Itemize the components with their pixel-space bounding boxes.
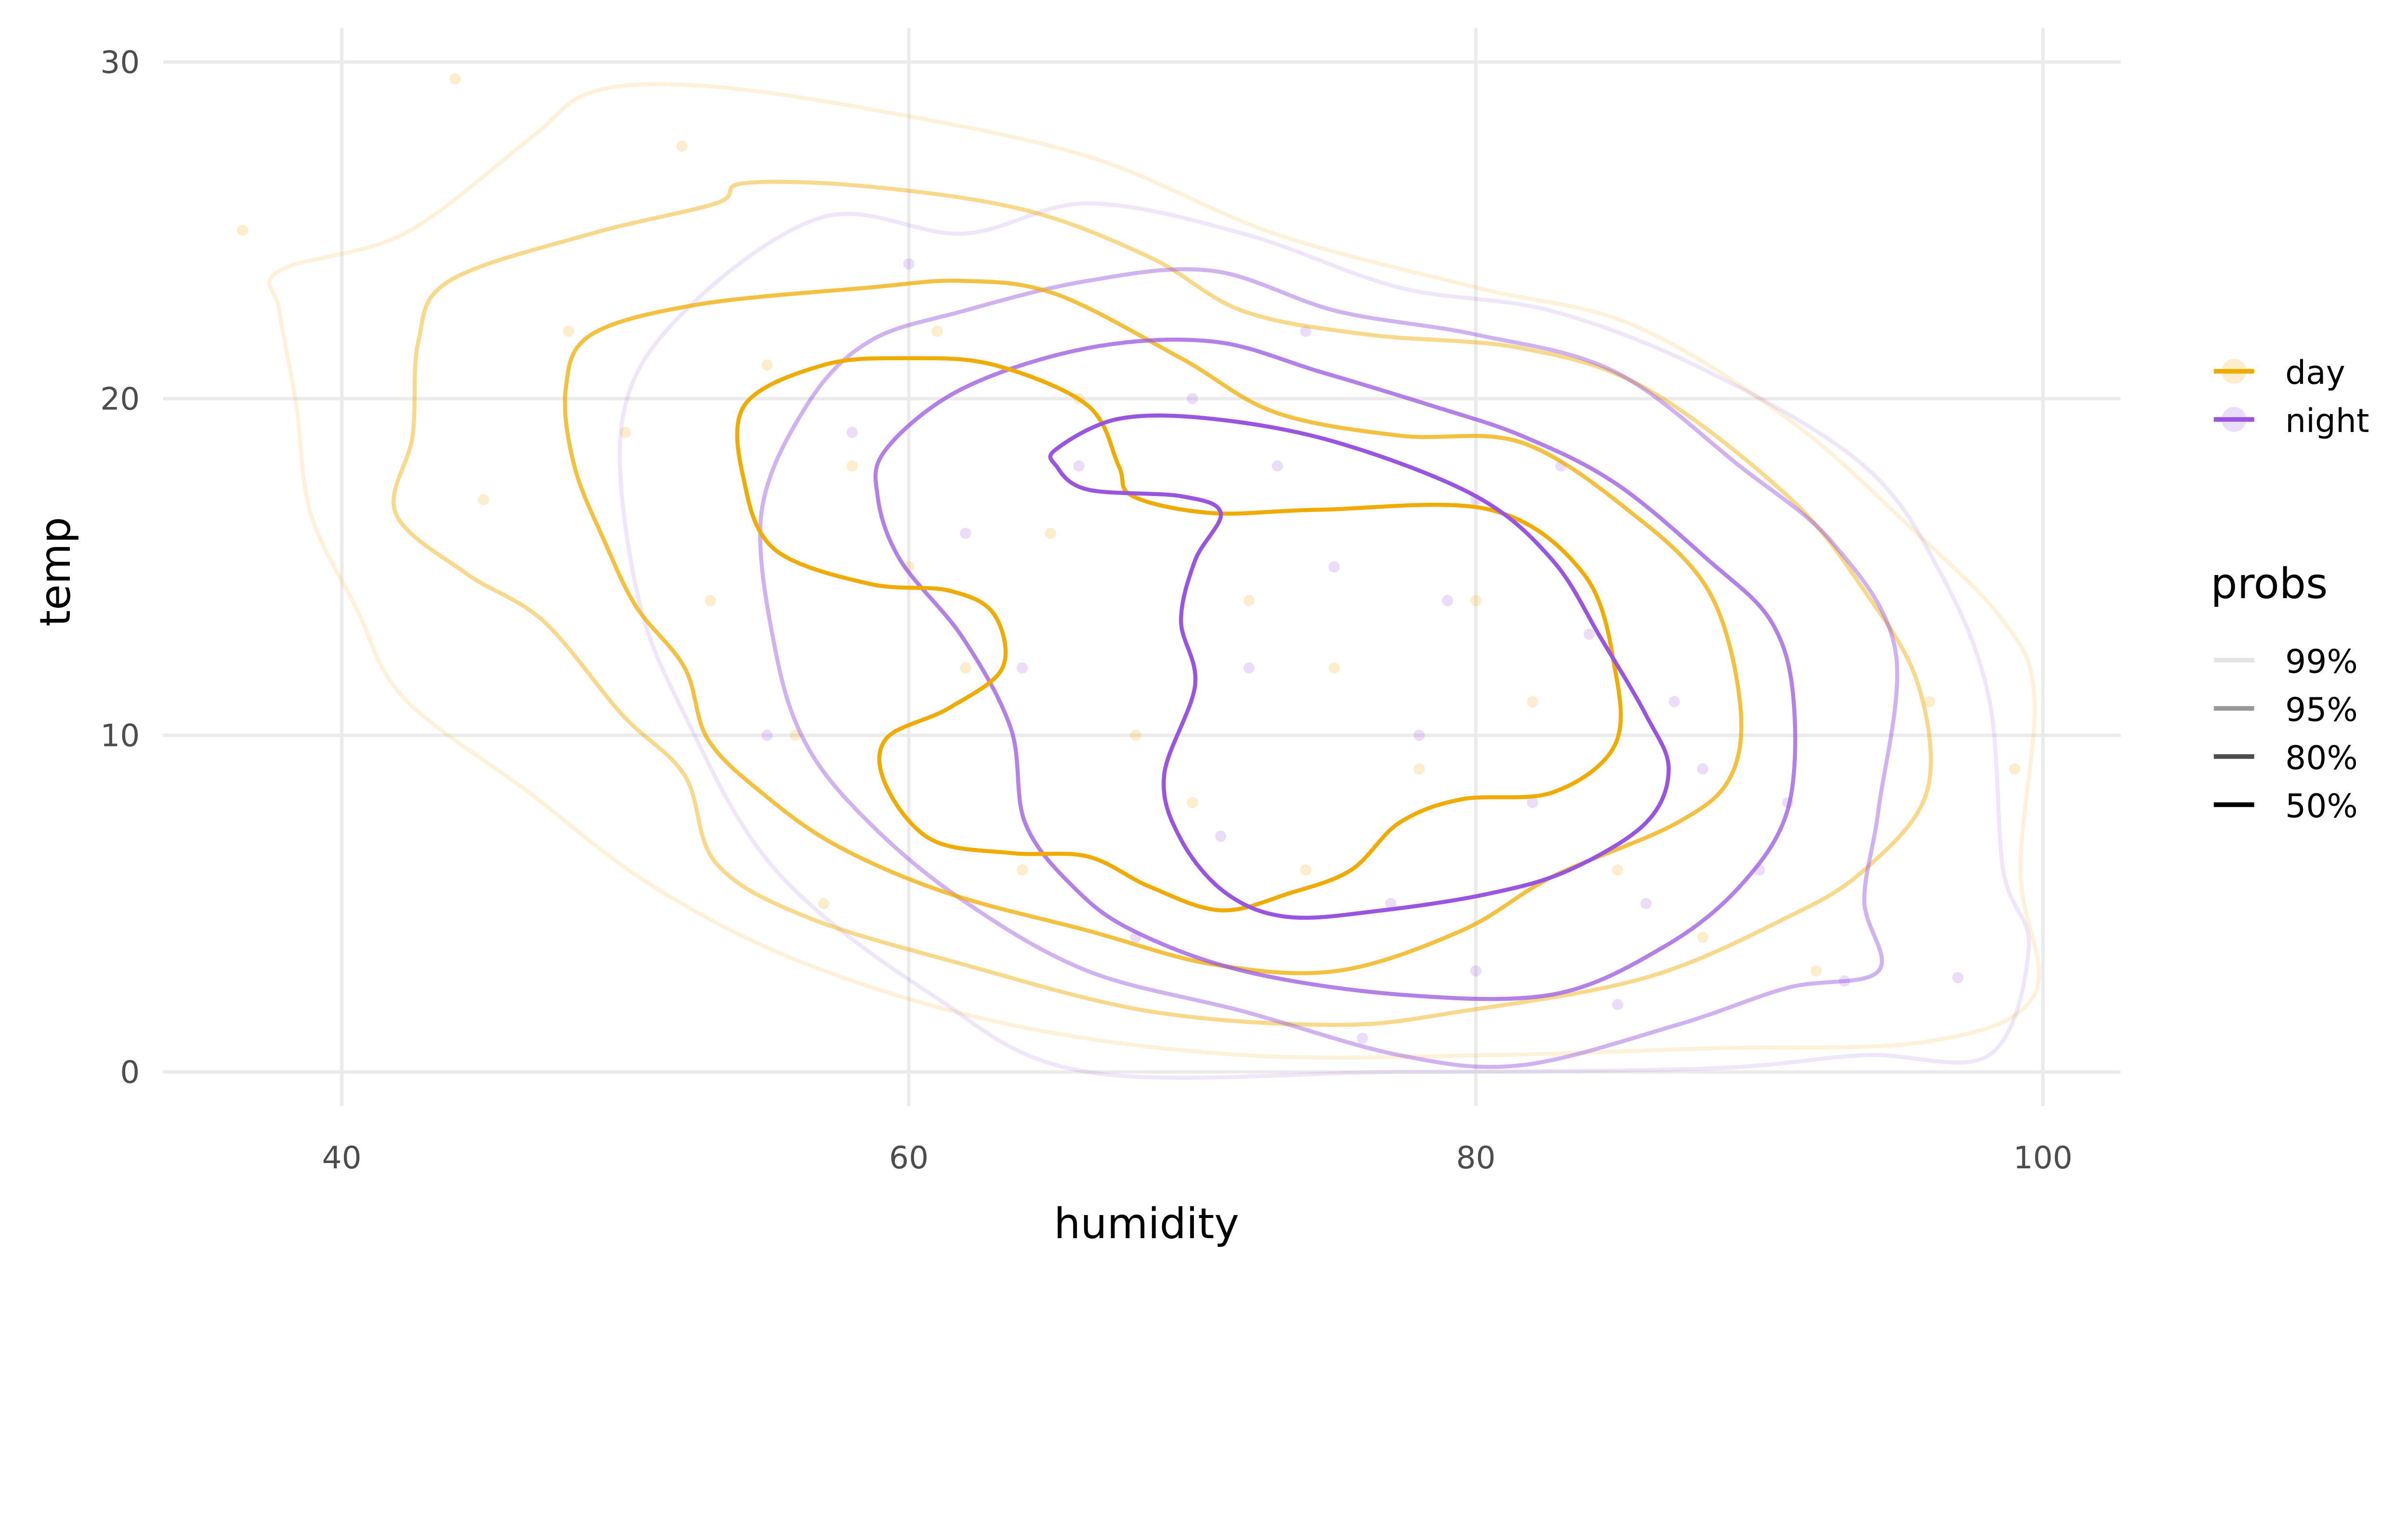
night-point <box>1357 1033 1368 1044</box>
day-point <box>676 140 688 152</box>
y-tick-label: 20 <box>100 381 140 417</box>
night-point <box>1952 972 1963 983</box>
night-point <box>1697 763 1709 775</box>
night-point <box>1300 326 1311 337</box>
day-point <box>1187 797 1198 809</box>
day-point <box>818 898 830 909</box>
night-point <box>1470 965 1482 977</box>
x-axis-title: humidity <box>1054 1199 1239 1248</box>
day-contour-80 <box>563 278 1743 976</box>
night-contour-95 <box>758 267 1899 1069</box>
night-point <box>1640 898 1652 909</box>
night-point <box>960 527 971 539</box>
night-point <box>1413 730 1425 741</box>
day-point <box>1413 763 1425 775</box>
day-point <box>761 359 773 371</box>
x-tick-label: 40 <box>322 1140 362 1176</box>
y-axis-title: temp <box>31 517 80 627</box>
night-point <box>1243 662 1255 674</box>
night-point <box>1215 830 1227 842</box>
night-point <box>1527 797 1538 809</box>
night-point <box>1584 628 1595 640</box>
night-point <box>1668 696 1680 707</box>
legend-label-prob: 50% <box>2285 787 2358 825</box>
night-contour-50 <box>1048 413 1671 920</box>
day-point <box>1328 662 1340 674</box>
day-point <box>619 427 631 438</box>
legend-title-probs: probs <box>2211 559 2328 608</box>
night-point <box>1442 595 1453 606</box>
day-contour-50 <box>735 356 1623 913</box>
night-point <box>1016 662 1028 674</box>
day-point <box>563 326 575 337</box>
night-point <box>903 258 915 270</box>
night-point <box>761 730 773 741</box>
day-point <box>1470 595 1482 606</box>
density-contour-chart: 40 60 80 100 0 10 20 30 humidity temp day night p… <box>31 28 2369 1248</box>
day-point <box>1130 730 1141 741</box>
contour-lines <box>267 82 2041 1080</box>
x-tick-label: 80 <box>1456 1140 1495 1176</box>
legend-label-night: night <box>2285 402 2369 440</box>
night-point <box>846 427 858 438</box>
y-tick-label: 30 <box>100 44 140 80</box>
scatter-points <box>237 73 2020 1044</box>
day-point <box>1527 696 1538 707</box>
day-point <box>931 326 943 337</box>
night-point <box>1328 561 1340 573</box>
legend-label-day: day <box>2285 353 2345 392</box>
axis-ticks: 40 60 80 100 0 10 20 30 <box>100 44 2072 1176</box>
day-point <box>478 494 489 506</box>
legend-label-prob: 99% <box>2285 642 2358 680</box>
day-point <box>1810 965 1822 977</box>
legend-label-prob: 80% <box>2285 739 2358 777</box>
day-point <box>1300 864 1311 876</box>
night-point <box>1385 898 1397 909</box>
day-point <box>237 224 249 236</box>
day-point <box>449 73 461 85</box>
night-point <box>1271 460 1283 472</box>
night-point <box>1612 999 1623 1010</box>
day-contour-99 <box>267 82 2041 1060</box>
day-point <box>1697 931 1709 943</box>
grid <box>163 28 2121 1106</box>
y-tick-label: 0 <box>120 1054 140 1090</box>
legend: day night probs 99% 95% 80% 50% <box>2211 353 2369 825</box>
day-point <box>1045 527 1057 539</box>
night-contour-80 <box>873 338 1797 1001</box>
day-point <box>1612 864 1623 876</box>
day-point <box>1016 864 1028 876</box>
day-point <box>2009 763 2020 775</box>
day-point <box>1924 696 1936 707</box>
y-tick-label: 10 <box>100 718 140 754</box>
x-tick-label: 100 <box>2013 1140 2072 1176</box>
night-point <box>1839 975 1850 987</box>
night-point <box>1073 460 1085 472</box>
day-point <box>960 662 971 674</box>
day-contour-95 <box>392 180 1933 1027</box>
day-point <box>1243 595 1255 606</box>
day-point <box>846 460 858 472</box>
day-point <box>790 730 801 741</box>
night-point <box>1187 393 1198 405</box>
x-tick-label: 60 <box>889 1140 929 1176</box>
night-contour-99 <box>617 201 2031 1080</box>
legend-label-prob: 95% <box>2285 691 2358 729</box>
day-point <box>705 595 716 606</box>
